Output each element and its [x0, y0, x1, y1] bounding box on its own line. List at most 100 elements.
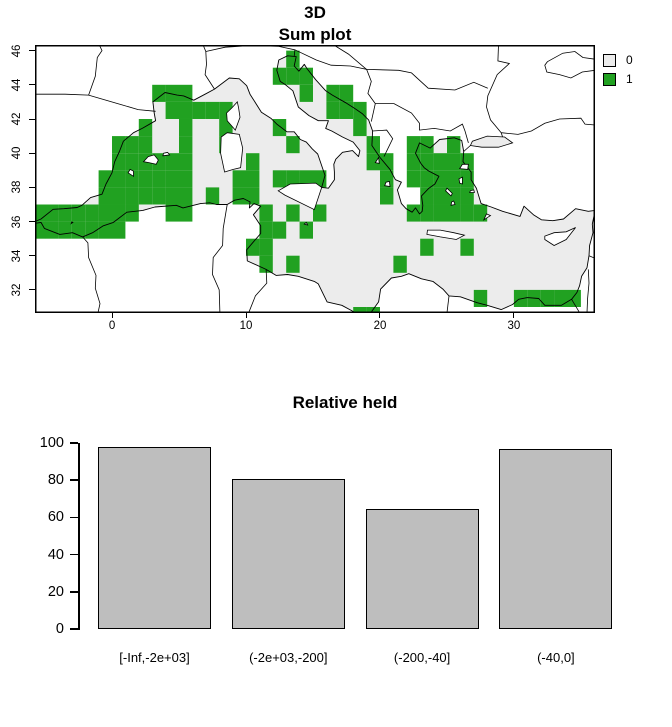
presence-cell: [326, 101, 340, 119]
bar-y-axis-tick-label: 80: [47, 472, 64, 489]
presence-cell: [286, 170, 300, 188]
crimea-coast: [544, 51, 595, 79]
presence-cell: [179, 153, 193, 171]
country-border: [366, 69, 488, 91]
country-border: [571, 299, 580, 313]
country-border: [463, 145, 471, 152]
legend-entry: 0: [603, 54, 633, 67]
bar-y-axis-tick-label: 0: [55, 621, 64, 637]
presence-cell: [98, 187, 112, 205]
presence-cell: [246, 170, 260, 188]
x-axis-tick: [245, 313, 247, 318]
presence-cell: [420, 187, 434, 205]
x-axis-tick-label: 20: [373, 320, 387, 332]
presence-cell: [58, 204, 72, 222]
presence-cell: [567, 289, 581, 307]
island: [459, 163, 469, 170]
y-axis-tick: [29, 84, 35, 86]
presence-cell: [165, 153, 179, 171]
presence-cell: [205, 101, 220, 119]
presence-cell: [353, 307, 367, 313]
island: [384, 180, 391, 187]
y-axis-tick: [29, 255, 35, 257]
presence-cell: [460, 187, 474, 205]
presence-cell: [473, 204, 488, 222]
presence-cell: [460, 170, 474, 188]
presence-cell: [179, 84, 193, 102]
bar-category-label: (-200,-40]: [393, 650, 451, 665]
x-axis-tick: [111, 313, 113, 318]
presence-cell: [460, 238, 474, 256]
presence-cell: [406, 204, 421, 222]
y-axis-tick: [29, 50, 35, 52]
presence-cell: [112, 170, 126, 188]
presence-cell: [406, 170, 421, 188]
presence-cell: [393, 255, 407, 273]
presence-cell: [420, 238, 434, 256]
presence-cell: [179, 136, 193, 154]
x-axis-tick: [513, 313, 515, 318]
bar-y-axis-line: [78, 443, 80, 630]
y-axis-tick-label: 42: [11, 112, 23, 126]
presence-cell: [420, 170, 434, 188]
presence-cell: [98, 170, 112, 188]
presence-cell: [406, 153, 421, 171]
bar-y-axis-tick-label: 100: [39, 435, 64, 451]
country-border: [248, 269, 268, 313]
country-border: [333, 45, 367, 70]
presence-cell: [433, 153, 447, 171]
country-border: [82, 236, 101, 313]
country-border: [486, 45, 511, 133]
island: [544, 227, 576, 246]
country-border: [202, 45, 215, 90]
y-axis-tick-label: 40: [11, 146, 23, 160]
presence-cell: [246, 238, 260, 256]
island: [458, 176, 463, 185]
country-border: [212, 204, 228, 313]
presence-cell: [339, 84, 354, 102]
bar-y-axis-tick: [70, 591, 78, 593]
y-axis-tick: [29, 289, 35, 291]
presence-cell: [165, 204, 179, 222]
presence-cell: [179, 119, 193, 137]
bar-y-axis-tick: [70, 553, 78, 556]
presence-cell: [447, 153, 461, 171]
presence-cell: [447, 204, 461, 222]
presence-cell: [246, 187, 260, 205]
presence-cell: [286, 255, 300, 273]
map-subtitle: Sum plot: [278, 25, 352, 44]
marmara-sea: [469, 135, 514, 148]
presence-cell: [259, 221, 273, 239]
presence-cell: [380, 187, 394, 205]
presence-cell: [125, 153, 139, 171]
presence-cell: [447, 136, 461, 154]
presence-cell: [272, 170, 287, 188]
presence-cell: [554, 289, 568, 307]
presence-cell: [138, 170, 153, 188]
country-border: [372, 129, 394, 157]
map-plot-box: [35, 45, 595, 313]
presence-cell: [366, 153, 380, 171]
y-axis-tick: [29, 186, 35, 188]
bar-3: [499, 449, 613, 629]
x-axis-tick-label: 30: [507, 320, 521, 332]
presence-cell: [299, 221, 313, 239]
presence-cell: [232, 170, 246, 188]
legend-swatch-icon: [603, 54, 616, 67]
bar-y-axis-tick: [70, 628, 78, 630]
y-axis-tick: [29, 152, 35, 154]
presence-cell: [540, 289, 555, 307]
y-axis-tick-label: 44: [11, 78, 23, 92]
presence-cell: [138, 187, 153, 205]
country-border: [446, 295, 450, 313]
presence-cell: [138, 119, 153, 137]
presence-cell: [420, 136, 434, 154]
presence-cell: [299, 67, 313, 85]
bar-category-label: [-Inf,-2e+03]: [119, 650, 190, 665]
presence-cell: [152, 170, 166, 188]
presence-cell: [98, 204, 112, 222]
presence-cell: [35, 221, 46, 239]
presence-cell: [259, 255, 273, 273]
legend-entry: 1: [603, 73, 633, 86]
island: [220, 132, 244, 173]
